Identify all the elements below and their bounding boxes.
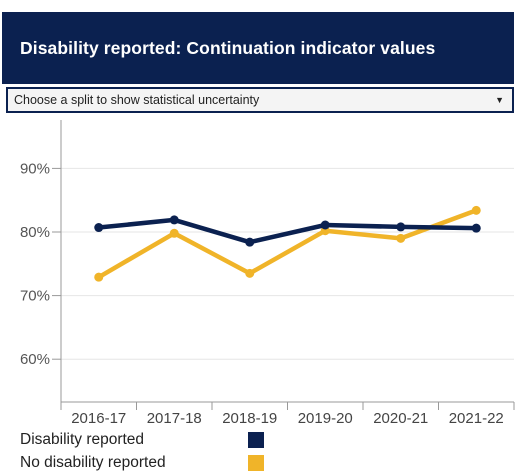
data-point	[471, 223, 481, 233]
legend-label-disability-reported: Disability reported	[20, 431, 145, 448]
data-point	[396, 222, 406, 232]
legend-swatch-no-disability-reported	[248, 455, 264, 471]
y-tick-label: 60%	[20, 351, 50, 368]
x-tick-label: 2019-20	[298, 410, 353, 427]
chart-legend: Disability reported No disability report…	[0, 430, 516, 473]
legend-swatch-disability-reported	[248, 432, 264, 448]
line-chart-svg: 60% 70% 80% 90% 2016-17 2017-18 2018-19 2019-20…	[20, 120, 515, 427]
x-tick-label: 2021-22	[449, 410, 504, 427]
legend-item-disability-reported: Disability reported	[20, 430, 264, 450]
series-line	[96, 217, 479, 245]
y-tick-label: 90%	[20, 160, 50, 177]
series-line	[96, 208, 479, 280]
y-tick-label: 70%	[20, 288, 50, 305]
line-chart: 60% 70% 80% 90% 2016-17 2017-18 2018-19 2019-20…	[0, 120, 516, 430]
data-point	[169, 215, 179, 225]
uncertainty-split-select[interactable]: Choose a split to show statistical uncer…	[6, 87, 514, 113]
x-tick-label: 2016-17	[71, 410, 126, 427]
data-point	[320, 220, 330, 230]
triangle-down-icon: ▼	[495, 95, 504, 105]
x-tick-label: 2020-21	[373, 410, 428, 427]
x-tick-label: 2018-19	[222, 410, 277, 427]
data-point	[471, 205, 481, 215]
data-point	[245, 237, 255, 247]
chart-title: Disability reported: Continuation indica…	[20, 37, 436, 58]
x-tick-label: 2017-18	[147, 410, 202, 427]
y-tick-label: 80%	[20, 224, 50, 241]
legend-label-no-disability-reported: No disability reported	[20, 454, 166, 471]
uncertainty-split-select-value: Choose a split to show statistical uncer…	[14, 93, 260, 107]
chart-header: Disability reported: Continuation indica…	[2, 12, 514, 84]
legend-item-no-disability-reported: No disability reported	[20, 453, 264, 473]
data-point	[169, 228, 179, 238]
data-point	[396, 233, 406, 243]
data-point	[245, 268, 255, 278]
data-point	[94, 223, 104, 233]
data-point	[94, 272, 104, 282]
